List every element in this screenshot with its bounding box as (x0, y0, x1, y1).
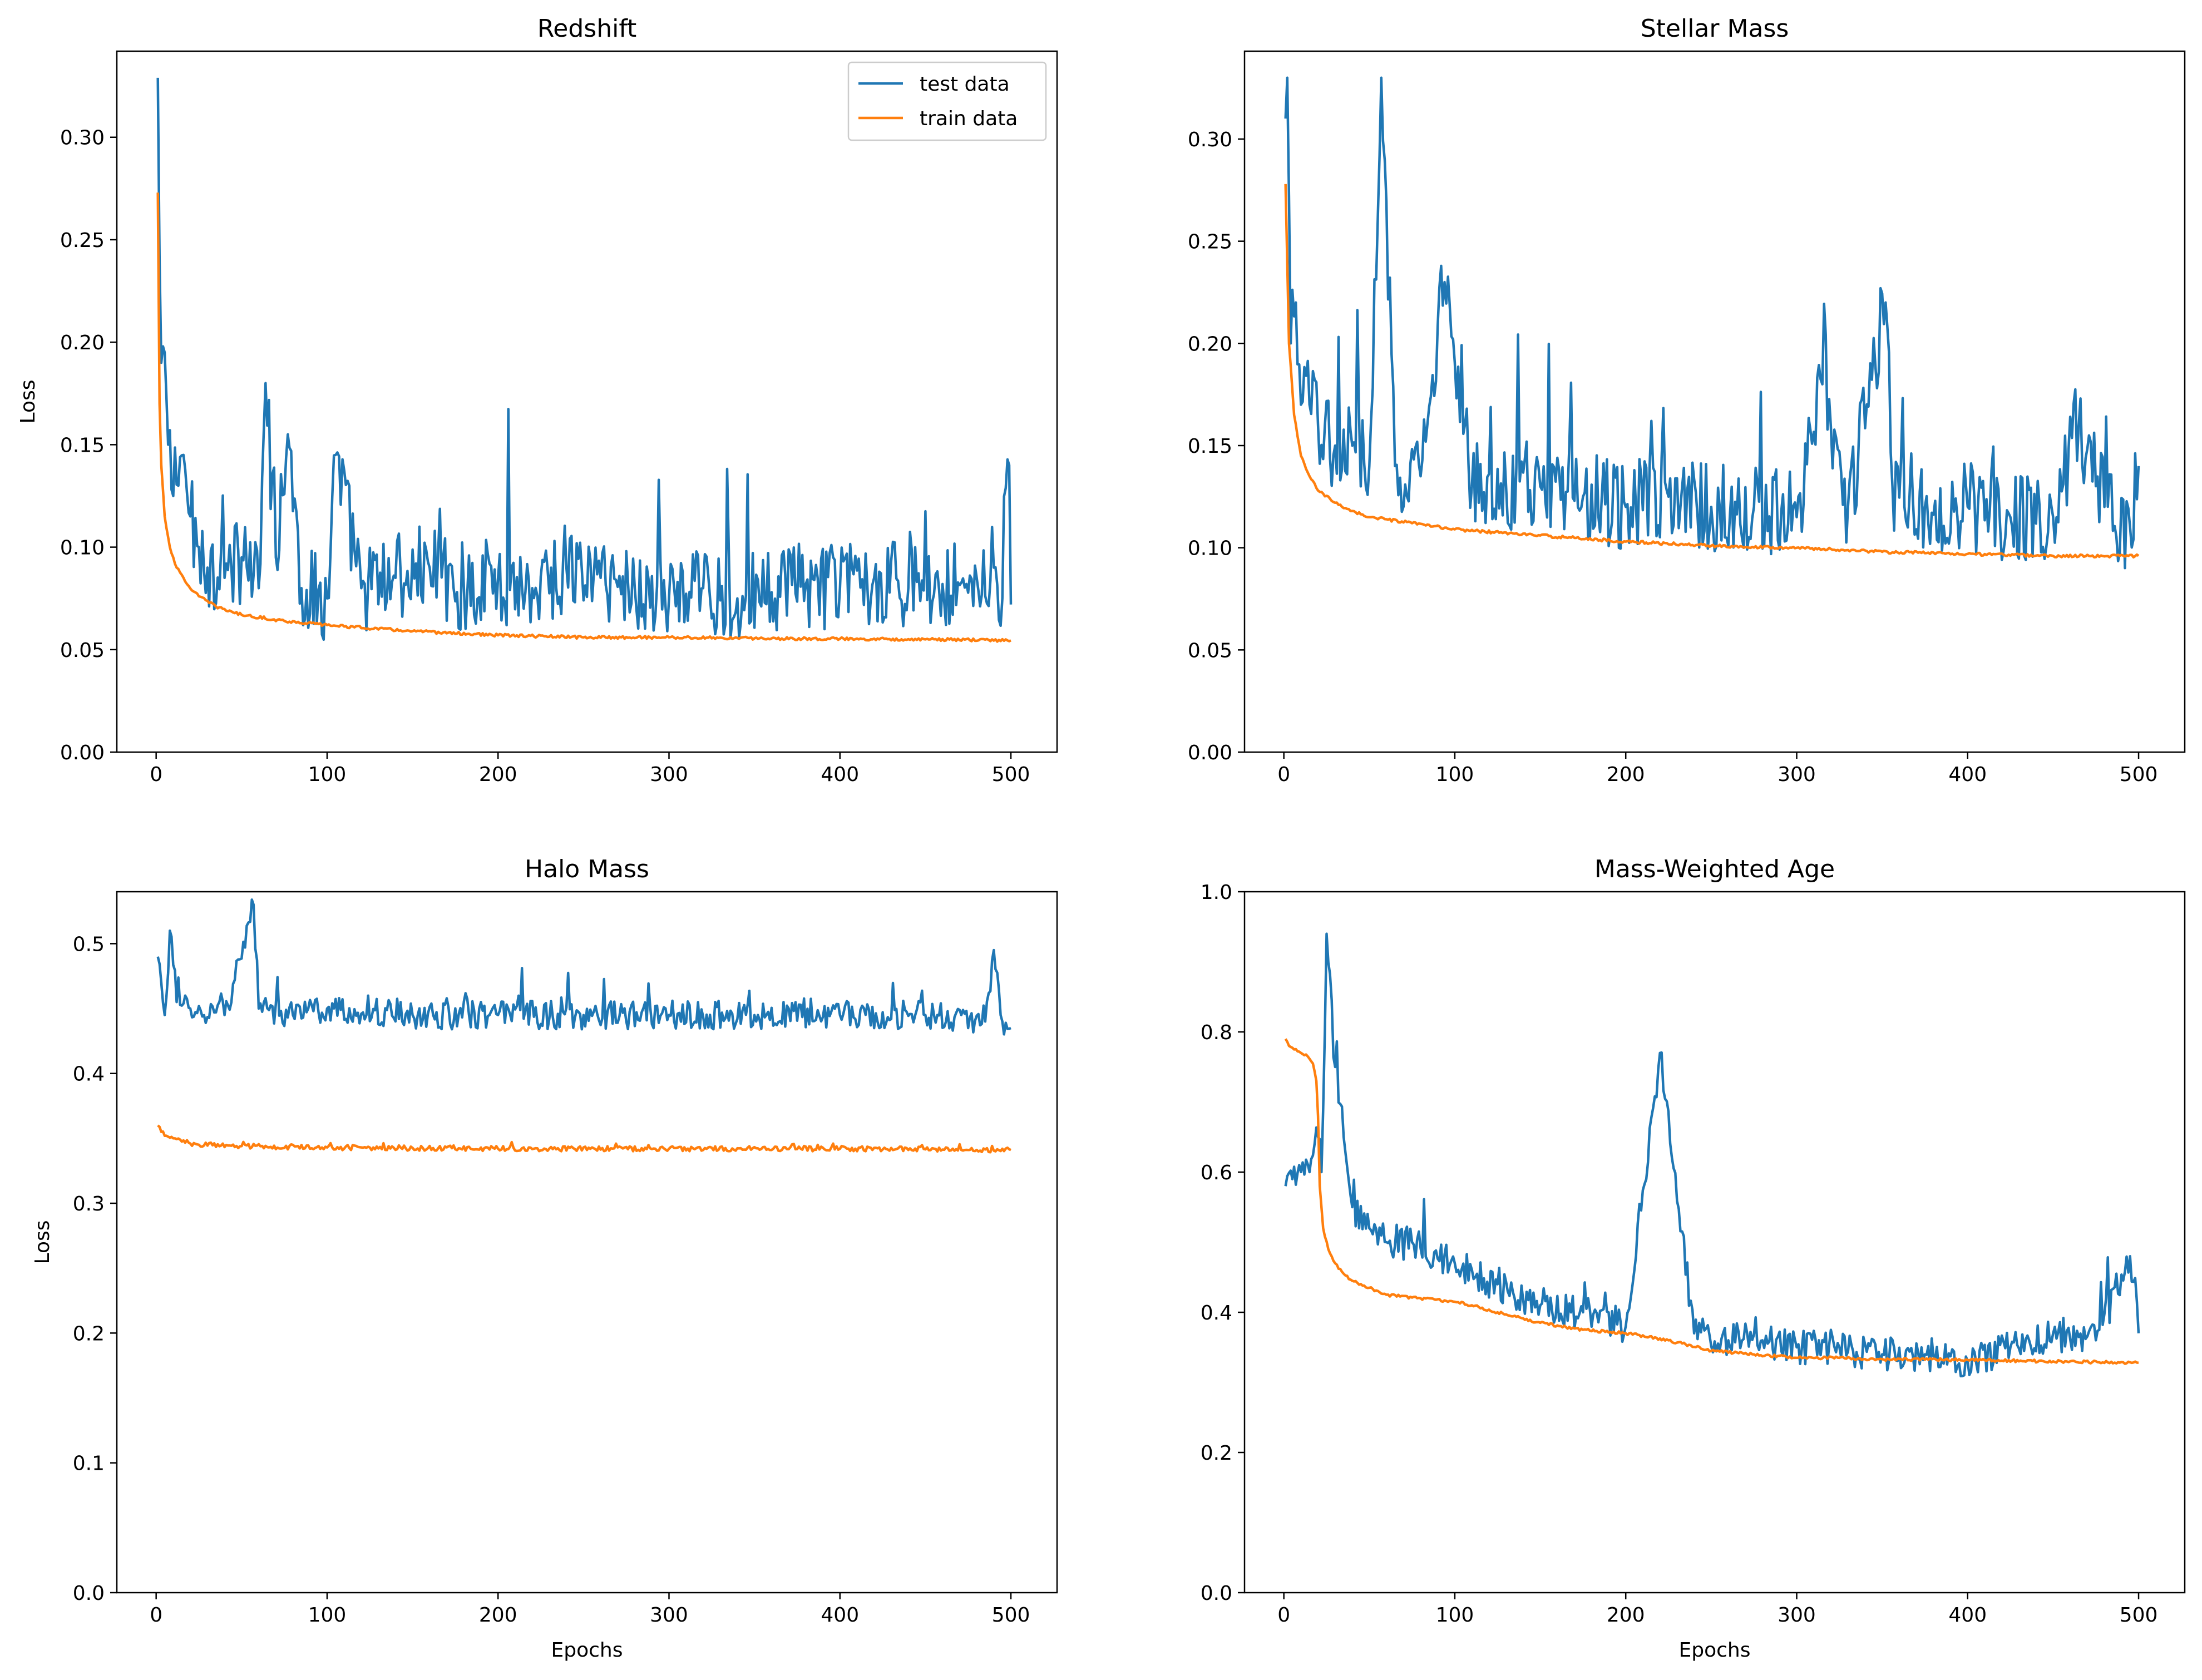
legend-label: train data (920, 107, 1018, 130)
series-line-train-data (156, 192, 1011, 643)
y-tick-label: 0.20 (60, 332, 105, 354)
y-tick-label: 0.10 (1188, 537, 1232, 560)
y-tick-label: 0.4 (73, 1063, 105, 1086)
y-tick-label: 0.00 (60, 742, 105, 764)
x-tick-label: 300 (650, 1604, 688, 1627)
y-tick-label: 0.30 (60, 127, 105, 150)
x-tick-label: 200 (1607, 1604, 1645, 1627)
y-tick-label: 0.30 (1188, 129, 1232, 151)
x-tick-label: 500 (992, 1604, 1030, 1627)
series-line-test-data (156, 898, 1011, 1036)
x-tick-label: 400 (1948, 1604, 1987, 1627)
panel-title: Redshift (537, 14, 637, 43)
x-tick-label: 0 (150, 763, 162, 786)
x-tick-label: 500 (2120, 1604, 2158, 1627)
x-tick-label: 0 (1277, 763, 1290, 786)
x-tick-label: 100 (308, 1604, 347, 1627)
series-line-test-data (1284, 76, 2140, 570)
x-tick-label: 500 (992, 763, 1030, 786)
series-line-train-data (1284, 184, 2140, 559)
panel-stellar-mass: Stellar Mass 0 100 200 300 400 500 0.00 0.05 0.1… (1188, 14, 2186, 786)
y-tick-label: 0.00 (1188, 742, 1232, 764)
axes-frame (1243, 50, 2186, 753)
y-tick-label: 0.2 (73, 1322, 105, 1345)
panel-title: Stellar Mass (1641, 14, 1789, 43)
y-tick-label: 0.15 (1188, 435, 1232, 458)
y-tick-label: 0.05 (60, 639, 105, 662)
x-tick-label: 400 (821, 1604, 859, 1627)
y-tick-label: 0.15 (60, 434, 105, 457)
panel-halo-mass: Halo Mass Loss Epochs 0 100 200 300 400 500 0.… (31, 855, 1058, 1662)
y-tick-label: 0.6 (1201, 1162, 1232, 1184)
y-tick-label: 0.25 (60, 229, 105, 252)
panel-title: Halo Mass (525, 855, 649, 883)
series-line-test-data (156, 77, 1013, 641)
y-axis-label: Loss (17, 380, 40, 424)
axes-frame (116, 891, 1058, 1594)
legend-label: test data (920, 73, 1010, 96)
x-tick-label: 300 (1778, 763, 1816, 786)
x-tick-label: 100 (1436, 1604, 1474, 1627)
x-tick-label: 100 (1436, 763, 1474, 786)
series-line-train-data (157, 1124, 1011, 1154)
y-tick-label: 0.2 (1201, 1442, 1232, 1465)
x-tick-label: 100 (308, 763, 347, 786)
x-tick-label: 500 (2120, 763, 2158, 786)
x-tick-label: 0 (150, 1604, 162, 1627)
axes-frame (1243, 891, 2186, 1594)
y-tick-label: 0.5 (73, 933, 105, 956)
y-tick-label: 0.4 (1201, 1302, 1232, 1325)
y-tick-label: 1.0 (1201, 881, 1232, 904)
y-tick-label: 0.05 (1188, 639, 1232, 662)
y-tick-label: 0.20 (1188, 333, 1232, 355)
x-tick-label: 200 (479, 763, 517, 786)
y-tick-label: 0.10 (60, 537, 105, 560)
x-tick-label: 200 (1607, 763, 1645, 786)
x-tick-label: 300 (1778, 1604, 1816, 1627)
y-tick-label: 0.0 (73, 1582, 105, 1605)
y-axis-label: Loss (31, 1221, 54, 1264)
panel-mass-weighted-age: Mass-Weighted Age Epochs 0 100 200 300 400 50… (1201, 855, 2186, 1662)
y-tick-label: 0.8 (1201, 1021, 1232, 1044)
x-tick-label: 0 (1277, 1604, 1290, 1627)
x-tick-label: 300 (650, 763, 688, 786)
x-axis-label: Epochs (1679, 1639, 1751, 1662)
y-tick-label: 0.0 (1201, 1582, 1232, 1605)
x-tick-label: 200 (479, 1604, 517, 1627)
series-line-train-data (1284, 1038, 2139, 1365)
x-tick-label: 400 (1948, 763, 1987, 786)
panel-redshift: Redshift Loss 0 100 200 300 400 500 0.00 0.05 0.… (17, 14, 1058, 786)
panel-title: Mass-Weighted Age (1594, 855, 1835, 883)
axes-frame (116, 50, 1058, 753)
y-tick-label: 0.1 (73, 1452, 105, 1475)
y-tick-label: 0.25 (1188, 231, 1232, 254)
y-tick-label: 0.3 (73, 1193, 105, 1215)
x-tick-label: 400 (821, 763, 859, 786)
legend-box (847, 61, 1047, 141)
x-axis-label: Epochs (551, 1639, 623, 1662)
